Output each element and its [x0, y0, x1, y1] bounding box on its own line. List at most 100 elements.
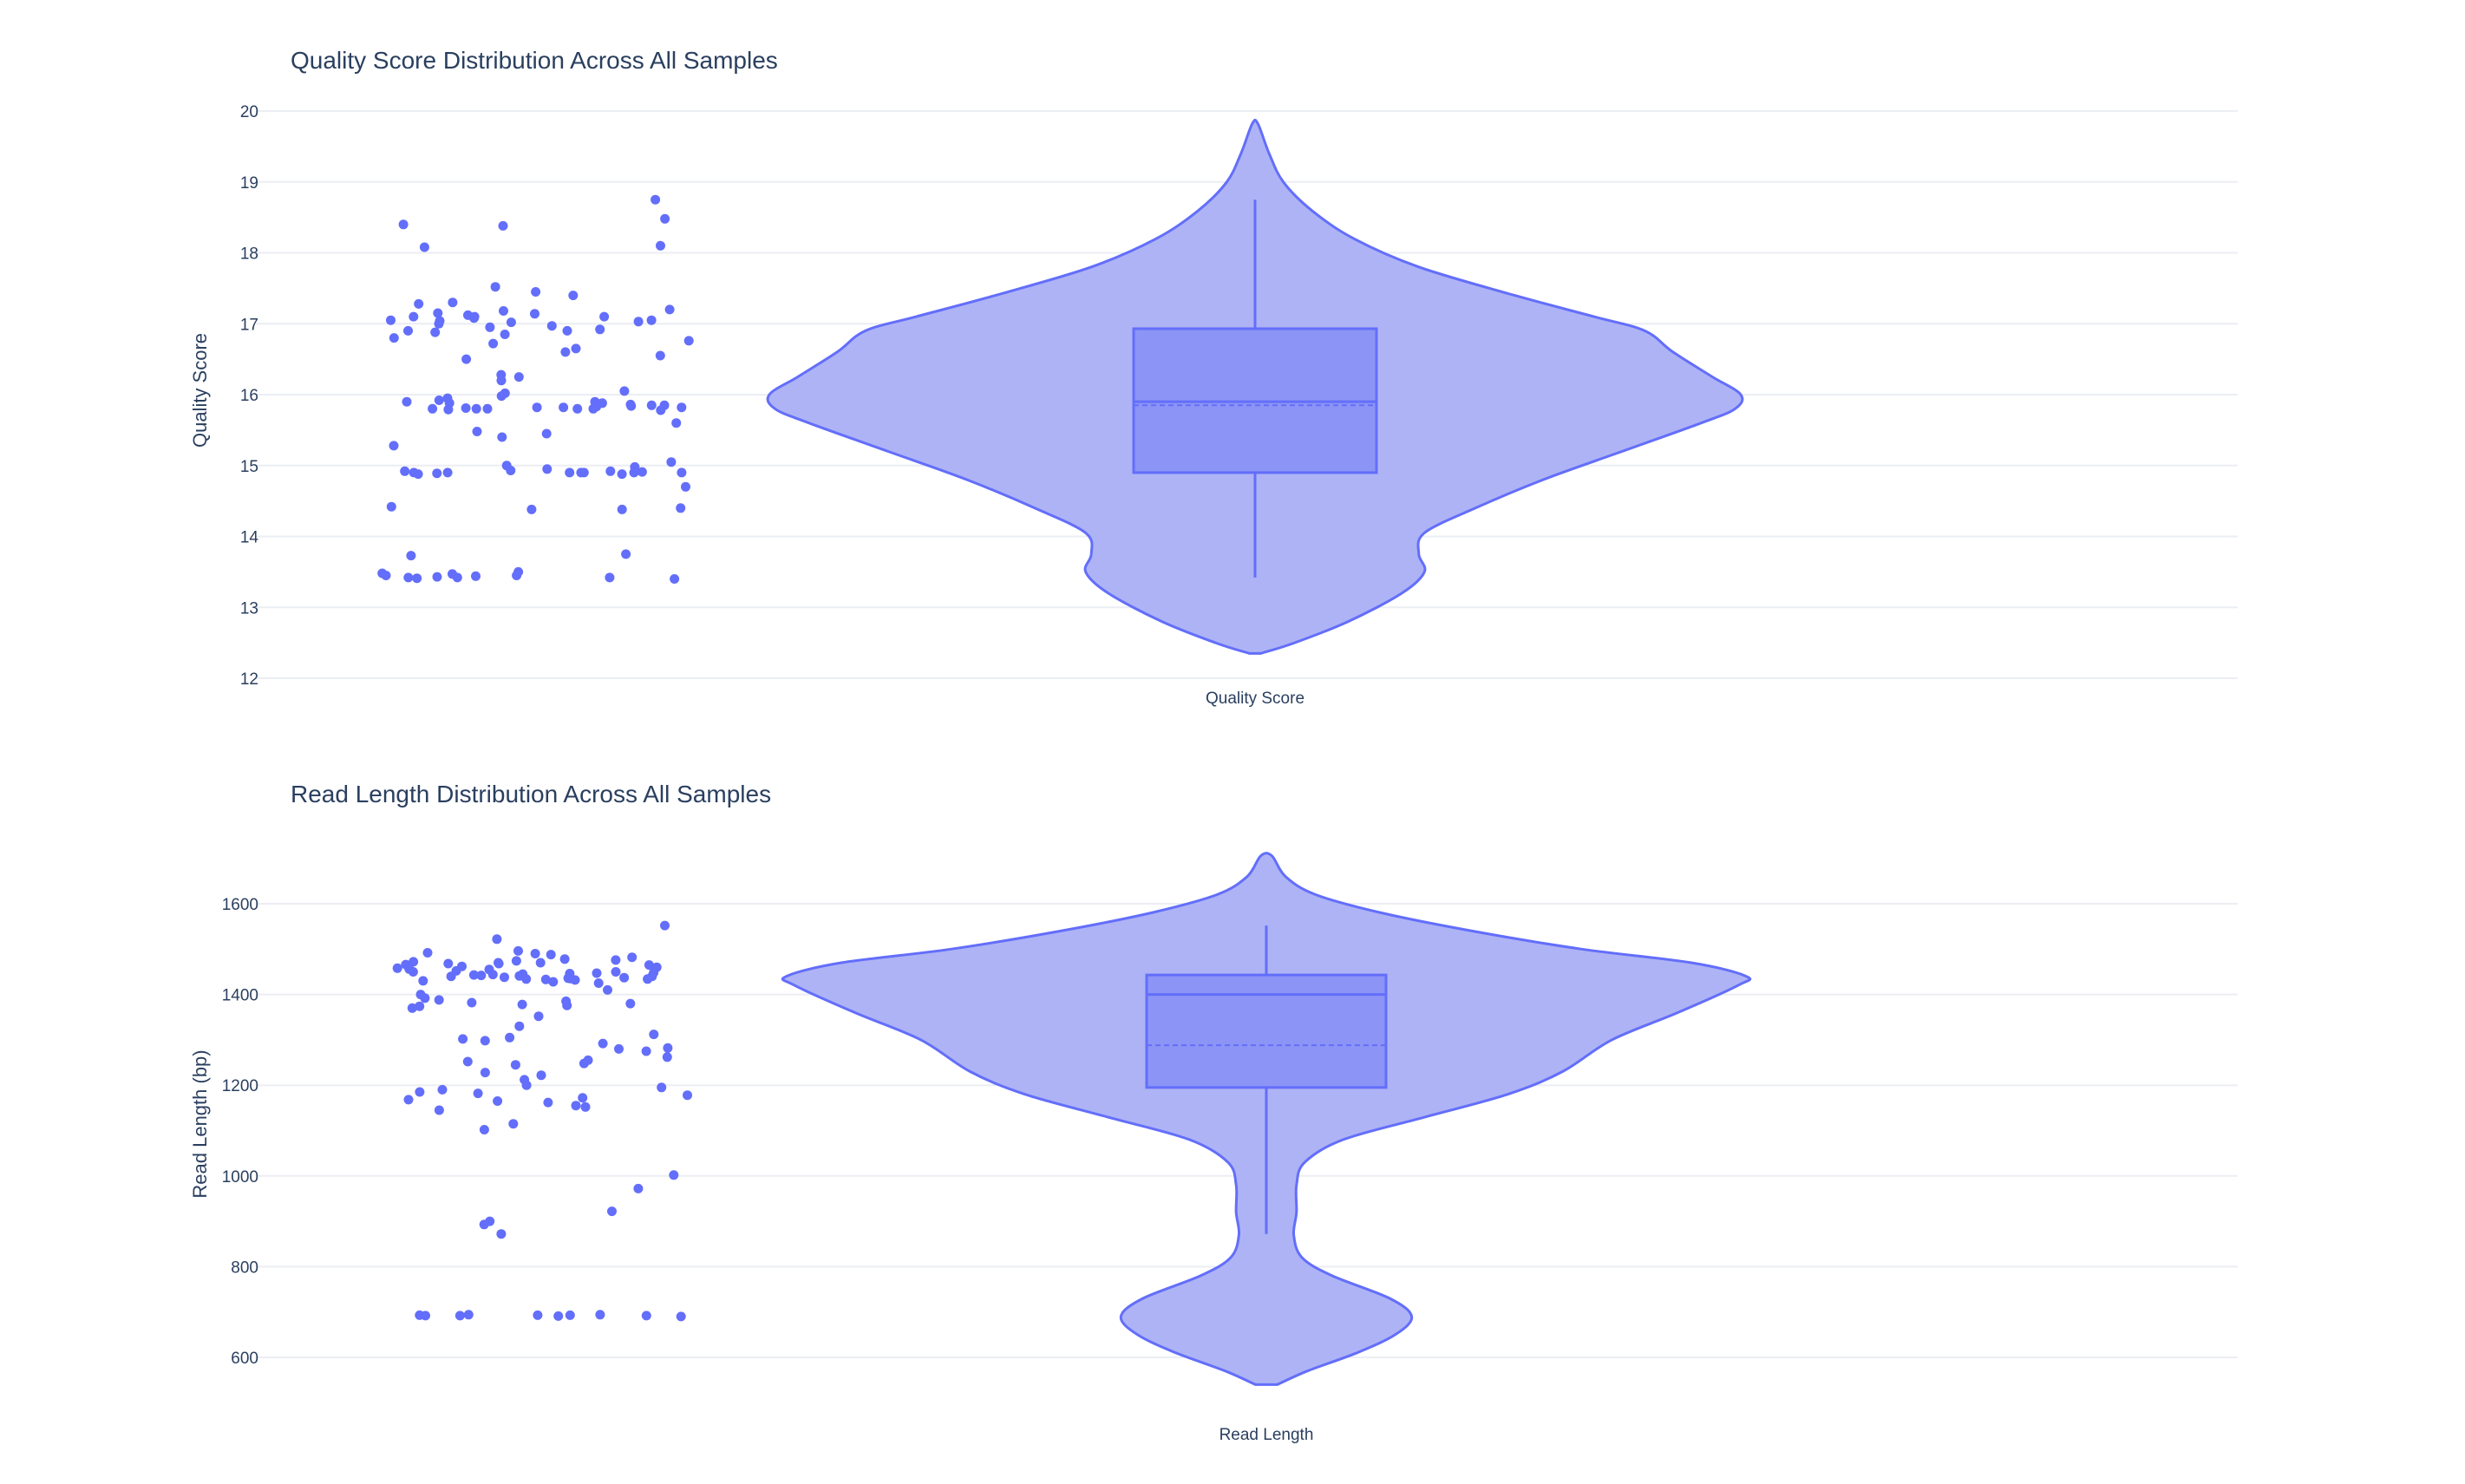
read-length-data-point[interactable] — [548, 977, 559, 987]
quality-data-point[interactable] — [621, 549, 631, 559]
read-length-data-point[interactable] — [614, 1043, 624, 1054]
quality-data-point[interactable] — [633, 317, 644, 327]
read-length-data-point[interactable] — [514, 1021, 525, 1031]
quality-data-point[interactable] — [605, 572, 615, 583]
read-length-data-point[interactable] — [603, 984, 612, 995]
read-length-data-point[interactable] — [434, 995, 444, 1005]
quality-data-point[interactable] — [434, 396, 444, 405]
quality-data-point[interactable] — [526, 504, 537, 514]
quality-data-point[interactable] — [512, 571, 522, 580]
quality-data-point[interactable] — [403, 325, 413, 336]
read-length-data-point[interactable] — [683, 1090, 692, 1101]
quality-data-point[interactable] — [560, 347, 571, 357]
read-length-data-point[interactable] — [562, 1000, 572, 1010]
quality-data-point[interactable] — [403, 572, 414, 583]
read-length-data-point[interactable] — [580, 1102, 591, 1112]
quality-data-point[interactable] — [599, 311, 610, 322]
read-length-data-point[interactable] — [641, 1046, 651, 1056]
quality-data-point[interactable] — [655, 350, 665, 361]
quality-data-point[interactable] — [433, 308, 443, 318]
quality-data-point[interactable] — [637, 467, 647, 477]
read-length-data-point[interactable] — [487, 970, 498, 980]
read-length-data-point[interactable] — [535, 958, 546, 968]
quality-data-point[interactable] — [666, 457, 677, 467]
read-length-data-point[interactable] — [553, 1311, 564, 1321]
read-length-data-point[interactable] — [513, 945, 523, 956]
quality-data-point[interactable] — [496, 391, 507, 402]
read-length-data-point[interactable] — [669, 1170, 679, 1180]
quality-data-point[interactable] — [500, 330, 510, 339]
quality-data-point[interactable] — [664, 304, 675, 315]
quality-data-point[interactable] — [565, 467, 575, 478]
quality-data-point[interactable] — [677, 467, 687, 478]
quality-data-point[interactable] — [506, 317, 516, 328]
quality-points[interactable] — [377, 194, 694, 584]
read-length-data-point[interactable] — [493, 1096, 503, 1106]
quality-data-point[interactable] — [412, 573, 422, 584]
quality-data-point[interactable] — [428, 403, 438, 414]
read-length-data-point[interactable] — [521, 1080, 532, 1090]
quality-data-point[interactable] — [629, 467, 639, 478]
quality-data-point[interactable] — [576, 467, 586, 478]
quality-data-point[interactable] — [461, 403, 471, 413]
quality-data-point[interactable] — [482, 403, 493, 414]
quality-data-point[interactable] — [413, 469, 423, 480]
read-length-data-point[interactable] — [619, 972, 630, 983]
read-length-data-point[interactable] — [409, 957, 419, 967]
read-length-data-point[interactable] — [437, 1084, 448, 1095]
read-length-data-point[interactable] — [467, 997, 477, 1008]
read-length-data-point[interactable] — [598, 1038, 608, 1049]
read-length-data-point[interactable] — [578, 1093, 588, 1103]
read-length-data-point[interactable] — [536, 1070, 546, 1081]
read-length-data-point[interactable] — [505, 1032, 515, 1043]
quality-data-point[interactable] — [409, 311, 419, 322]
quality-data-point[interactable] — [471, 571, 481, 581]
quality-data-point[interactable] — [651, 194, 661, 205]
quality-data-point[interactable] — [389, 333, 399, 343]
read-length-data-point[interactable] — [633, 1183, 644, 1193]
read-length-data-point[interactable] — [607, 1206, 617, 1217]
quality-data-point[interactable] — [681, 481, 690, 492]
quality-data-point[interactable] — [432, 572, 442, 582]
quality-x-category-label[interactable]: Quality Score — [1206, 690, 1304, 708]
quality-data-point[interactable] — [471, 403, 481, 414]
read-length-data-point[interactable] — [611, 955, 621, 965]
read-length-data-point[interactable] — [403, 1095, 414, 1105]
read-length-data-point[interactable] — [595, 1310, 605, 1320]
quality-data-point[interactable] — [432, 468, 442, 479]
read-length-data-point[interactable] — [492, 934, 502, 945]
read-length-data-point[interactable] — [500, 972, 509, 983]
quality-data-point[interactable] — [496, 376, 507, 386]
read-length-data-point[interactable] — [446, 971, 456, 982]
quality-data-point[interactable] — [546, 321, 557, 331]
quality-data-point[interactable] — [497, 432, 507, 442]
quality-data-point[interactable] — [562, 325, 572, 336]
quality-data-point[interactable] — [683, 336, 694, 346]
quality-data-point[interactable] — [677, 402, 687, 413]
read-length-data-point[interactable] — [533, 1310, 543, 1320]
read-length-data-point[interactable] — [517, 999, 527, 1010]
quality-data-point[interactable] — [419, 242, 429, 252]
read-length-data-point[interactable] — [418, 976, 428, 986]
read-length-data-point[interactable] — [663, 1043, 673, 1053]
quality-data-point[interactable] — [530, 309, 539, 319]
read-length-data-point[interactable] — [540, 974, 551, 984]
read-length-data-point[interactable] — [479, 1219, 489, 1230]
read-length-data-point[interactable] — [521, 974, 532, 984]
read-length-data-point[interactable] — [570, 975, 580, 985]
read-length-data-point[interactable] — [422, 948, 433, 958]
quality-data-point[interactable] — [490, 282, 500, 292]
read-length-data-point[interactable] — [662, 1052, 672, 1062]
read-length-box[interactable] — [1145, 925, 1388, 1234]
quality-data-point[interactable] — [485, 322, 495, 332]
read-length-data-point[interactable] — [473, 1088, 483, 1099]
read-length-data-point[interactable] — [643, 974, 653, 984]
read-length-data-point[interactable] — [494, 958, 504, 969]
read-length-data-point[interactable] — [508, 1119, 519, 1129]
read-length-data-point[interactable] — [592, 968, 602, 978]
read-length-data-point[interactable] — [415, 1001, 425, 1011]
quality-data-point[interactable] — [572, 403, 583, 414]
quality-data-point[interactable] — [402, 396, 412, 407]
read-length-data-point[interactable] — [611, 967, 621, 977]
quality-data-point[interactable] — [626, 401, 637, 411]
